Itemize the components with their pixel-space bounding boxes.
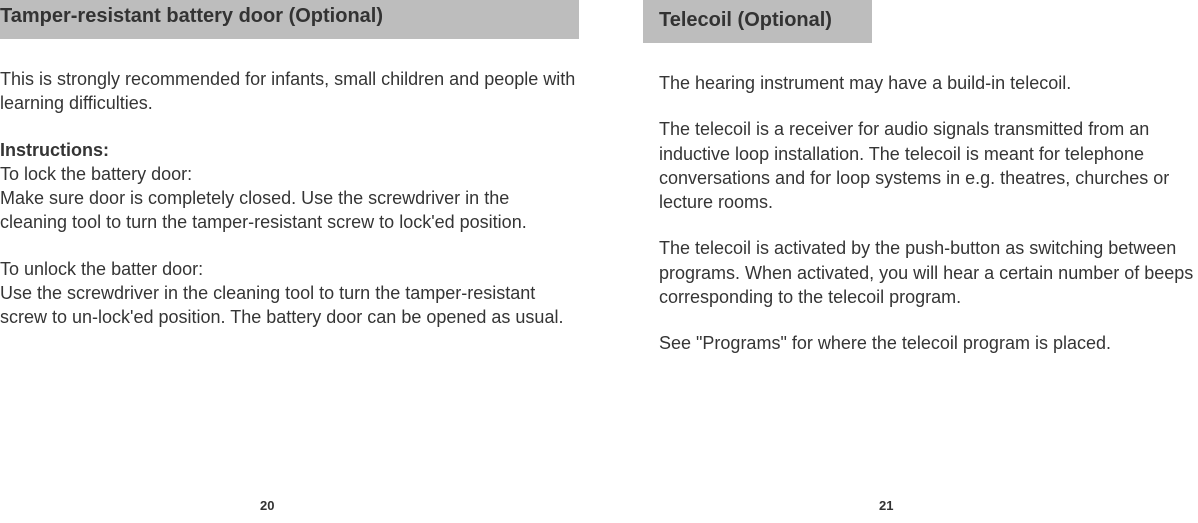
page-number-left: 20 [260, 498, 274, 513]
lock-text: Make sure door is completely closed. Use… [0, 186, 579, 235]
right-p3: The telecoil is activated by the push-bu… [659, 236, 1198, 309]
lock-label: To lock the battery door: [0, 162, 579, 186]
page-left: Tamper-resistant battery door (Optional)… [0, 0, 599, 523]
page-spread: Tamper-resistant battery door (Optional)… [0, 0, 1198, 523]
unlock-label: To unlock the batter door: [0, 257, 579, 281]
heading-left: Tamper-resistant battery door (Optional) [0, 0, 579, 39]
unlock-text: Use the screwdriver in the cleaning tool… [0, 281, 579, 330]
body-right: The hearing instrument may have a build-… [659, 71, 1198, 356]
page-number-right: 21 [879, 498, 893, 513]
intro-text: This is strongly recommended for infants… [0, 67, 579, 116]
right-p4: See "Programs" for where the telecoil pr… [659, 331, 1198, 355]
right-p1: The hearing instrument may have a build-… [659, 71, 1198, 95]
heading-right: Telecoil (Optional) [643, 0, 872, 43]
right-p2: The telecoil is a receiver for audio sig… [659, 117, 1198, 214]
body-left: This is strongly recommended for infants… [0, 67, 579, 330]
page-right: Telecoil (Optional) The hearing instrume… [599, 0, 1198, 523]
instructions-label: Instructions: [0, 138, 579, 162]
